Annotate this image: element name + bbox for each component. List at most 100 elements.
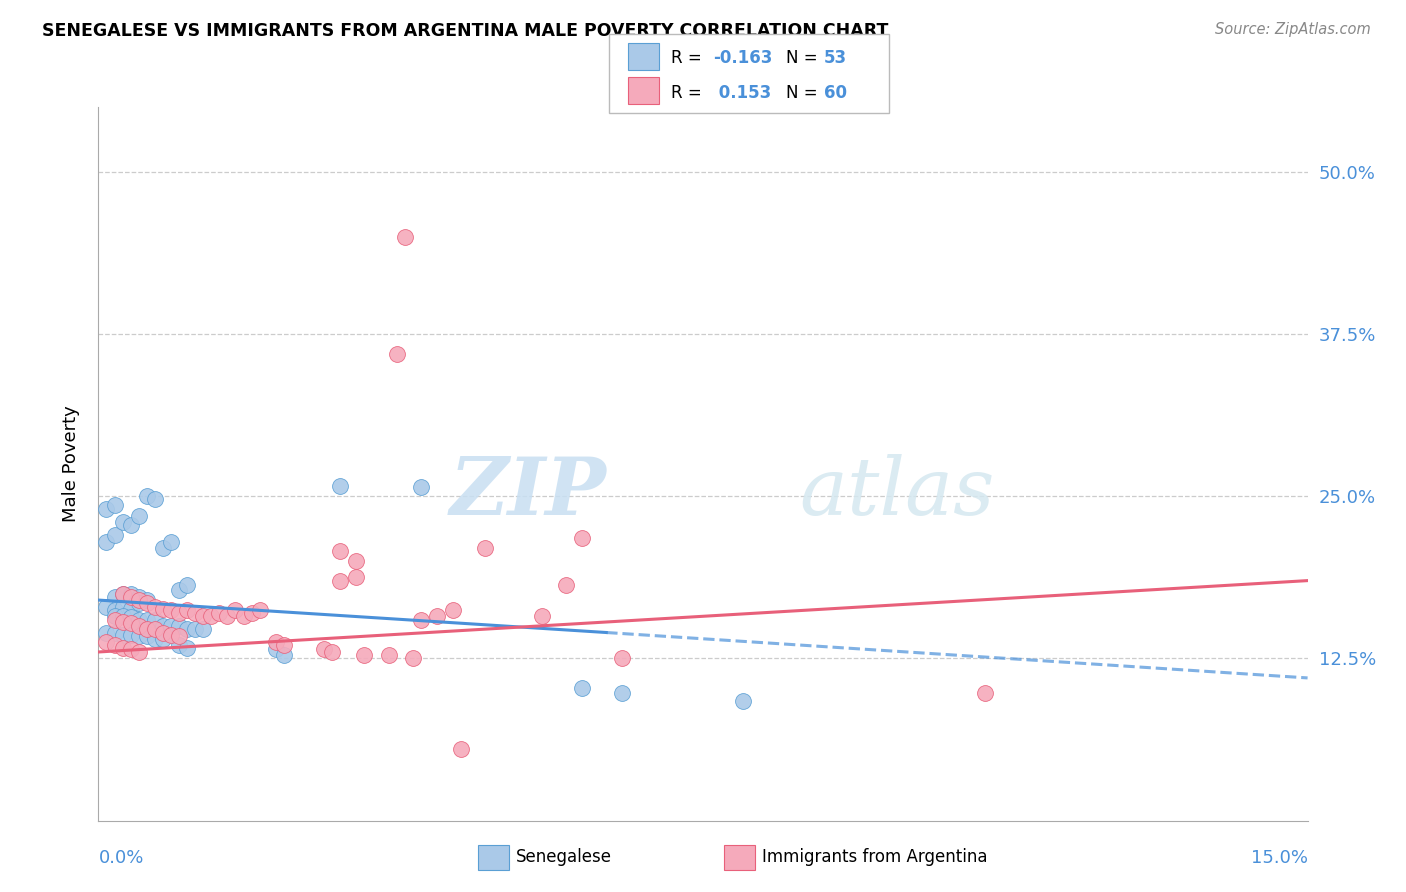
Point <box>176 641 198 656</box>
Point <box>167 629 190 643</box>
Point <box>329 543 352 558</box>
Point <box>152 619 174 633</box>
Point <box>103 613 125 627</box>
Text: 0.0%: 0.0% <box>98 849 143 867</box>
Point <box>135 613 157 627</box>
Point <box>120 517 142 532</box>
Point <box>143 599 166 614</box>
Point <box>160 603 183 617</box>
Point <box>264 634 287 648</box>
Point <box>377 648 399 662</box>
Point <box>128 508 150 523</box>
Point <box>208 606 231 620</box>
Point <box>103 528 125 542</box>
Point <box>426 608 449 623</box>
Point <box>128 645 150 659</box>
Point <box>264 642 287 657</box>
Y-axis label: Male Poverty: Male Poverty <box>62 406 80 522</box>
Point <box>314 642 336 657</box>
Point <box>128 613 150 627</box>
Point <box>152 602 174 616</box>
Point <box>120 642 142 657</box>
Point <box>96 534 118 549</box>
Point <box>103 608 125 623</box>
Point <box>176 603 198 617</box>
Point <box>184 622 207 636</box>
Text: 15.0%: 15.0% <box>1250 849 1308 867</box>
Point <box>111 599 134 614</box>
Point <box>135 629 157 643</box>
Point <box>111 586 134 600</box>
Point <box>135 489 157 503</box>
Text: 0.153: 0.153 <box>713 84 770 102</box>
Text: ZIP: ZIP <box>450 454 606 531</box>
Point <box>193 608 215 623</box>
Point <box>120 602 142 616</box>
Point <box>96 502 118 516</box>
Point <box>409 480 432 494</box>
Text: SENEGALESE VS IMMIGRANTS FROM ARGENTINA MALE POVERTY CORRELATION CHART: SENEGALESE VS IMMIGRANTS FROM ARGENTINA … <box>42 22 889 40</box>
Point <box>111 586 134 600</box>
Point <box>143 632 166 646</box>
Point <box>143 491 166 506</box>
Point <box>96 599 118 614</box>
Text: N =: N = <box>786 49 823 68</box>
Text: Source: ZipAtlas.com: Source: ZipAtlas.com <box>1215 22 1371 37</box>
Point <box>441 603 464 617</box>
Point <box>474 541 496 556</box>
Point <box>152 541 174 556</box>
Point <box>200 608 222 623</box>
Point <box>249 603 271 617</box>
Point <box>167 606 190 620</box>
Point <box>394 229 416 244</box>
Point <box>733 694 755 708</box>
Point <box>143 622 166 636</box>
Point <box>120 628 142 642</box>
Point <box>167 619 190 633</box>
Point <box>217 608 239 623</box>
Point <box>103 591 125 605</box>
Point <box>167 639 190 653</box>
Point <box>128 629 150 643</box>
Point <box>160 534 183 549</box>
Point <box>111 615 134 629</box>
Point <box>120 610 142 624</box>
Point <box>273 639 295 653</box>
Point <box>385 346 408 360</box>
Point <box>135 593 157 607</box>
Point <box>135 622 157 636</box>
Point <box>103 603 125 617</box>
Text: 60: 60 <box>824 84 846 102</box>
Text: Immigrants from Argentina: Immigrants from Argentina <box>762 848 987 866</box>
Point <box>103 625 125 640</box>
Point <box>353 648 375 662</box>
Point <box>128 596 150 610</box>
Point <box>232 608 254 623</box>
Point <box>128 593 150 607</box>
Point <box>224 603 246 617</box>
Point <box>96 634 118 648</box>
Point <box>103 639 125 653</box>
Point <box>184 606 207 620</box>
Point <box>111 628 134 642</box>
Point <box>111 641 134 656</box>
Text: R =: R = <box>671 84 707 102</box>
Point <box>111 608 134 623</box>
Point <box>160 619 183 633</box>
Point <box>160 628 183 642</box>
Text: -0.163: -0.163 <box>713 49 772 68</box>
Point <box>103 499 125 513</box>
Point <box>344 554 367 568</box>
Point <box>273 648 295 662</box>
Point <box>193 622 215 636</box>
Point <box>135 596 157 610</box>
Text: 53: 53 <box>824 49 846 68</box>
Point <box>152 625 174 640</box>
Point <box>128 619 150 633</box>
Point <box>120 586 142 600</box>
Point <box>152 632 174 646</box>
Point <box>571 681 593 696</box>
Point <box>240 606 263 620</box>
Point <box>571 531 593 545</box>
Point <box>974 686 997 700</box>
